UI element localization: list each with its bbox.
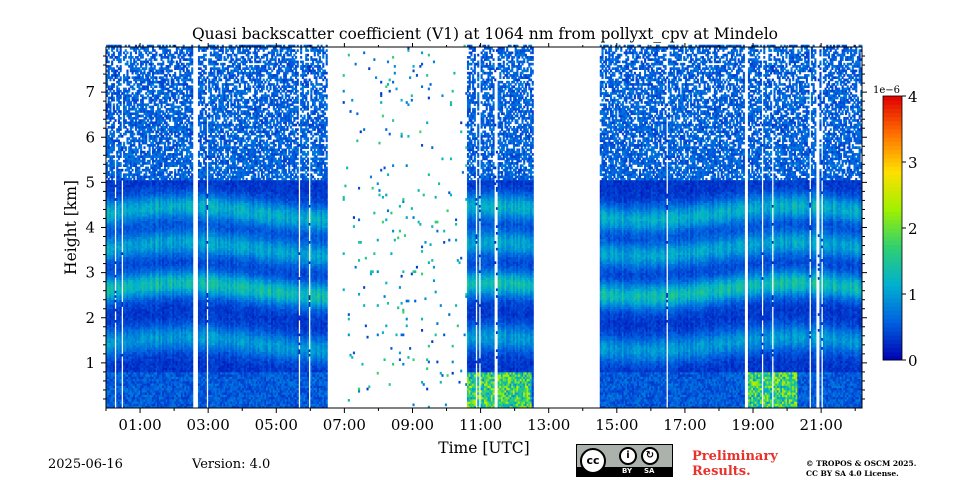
heatmap-cell <box>108 52 110 55</box>
heatmap-cell <box>113 130 115 133</box>
heatmap-cell <box>113 83 115 86</box>
chart-canvas: 01:00 03:00 05:00 07:00 09:00 11:00 13:00 15:00… <box>0 0 960 480</box>
backscatter-heatmap <box>106 45 862 409</box>
heatmap-cell <box>115 119 117 122</box>
heatmap-cell <box>113 97 115 100</box>
heatmap-cell <box>108 61 110 64</box>
heatmap-cell <box>113 103 115 106</box>
heatmap-cell <box>113 180 115 183</box>
heatmap-cell <box>113 155 115 158</box>
heatmap-cell <box>113 52 115 55</box>
heatmap-cell <box>113 160 115 163</box>
heatmap-cell <box>113 171 115 174</box>
